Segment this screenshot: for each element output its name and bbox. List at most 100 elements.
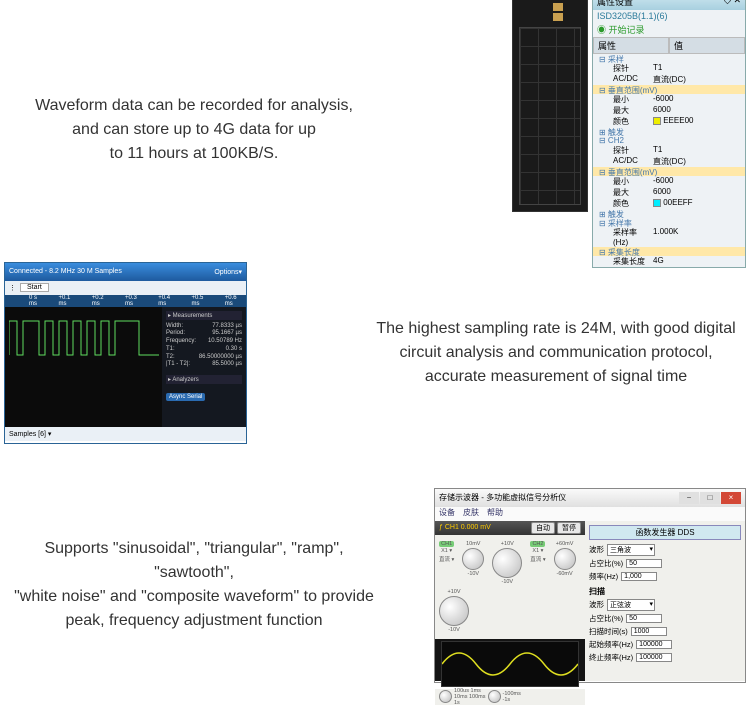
property-row[interactable]: 探针T1 [593, 145, 745, 156]
knob-max: +10V [501, 541, 514, 547]
time-knob-2[interactable] [488, 690, 501, 703]
volt-knob-4[interactable]: +10V -10V [439, 589, 469, 633]
menu-item[interactable]: 设备 [439, 507, 455, 521]
property-row[interactable]: 颜色 00EEFF [593, 198, 745, 209]
gen-title: 函数发生器 DDS [589, 525, 741, 540]
property-row[interactable]: 最小-6000 [593, 94, 745, 105]
start-button[interactable]: Start [20, 283, 49, 292]
end-freq-label: 终止频率(Hz) [589, 652, 633, 663]
volt-knob-1[interactable]: 10mV -10V [462, 541, 484, 585]
end-freq-field: 终止频率(Hz) 100000 [589, 652, 741, 663]
minimize-button[interactable]: − [679, 492, 699, 504]
freq-input[interactable]: 1,000 [621, 572, 657, 581]
waveform-display [441, 641, 579, 687]
property-group-header[interactable]: ⊞ 触发 [593, 127, 745, 136]
property-group-header[interactable]: ⊞ 触发 [593, 209, 745, 218]
property-group-header[interactable]: ⊟ 垂直范围(mV) [593, 85, 745, 94]
property-row[interactable]: 采集长度4G [593, 256, 745, 267]
ch1-toggle[interactable]: CH1 [439, 541, 454, 547]
generator-settings: 函数发生器 DDS 波形 三角波 占空比(%) 50 频率(Hz) 1,000 … [585, 521, 745, 681]
generator-description: Supports "sinusoidal", "triangular", "ra… [4, 537, 384, 633]
property-group-header[interactable]: ⊟ CH2 [593, 136, 745, 145]
volt-knob-3[interactable]: +60mV -60mV [554, 541, 576, 585]
async-serial-button[interactable]: Async Serial [166, 393, 205, 401]
analyzer-body: ▸ Measurements Width:77.8333 µsPeriod:95… [5, 307, 246, 427]
recording-description: Waveform data can be recorded for analys… [4, 94, 384, 166]
property-key: AC/DC [593, 74, 651, 85]
maximize-button[interactable]: □ [700, 492, 720, 504]
property-row[interactable]: 采样率(Hz)1.000K [593, 227, 745, 247]
ch2-toggle[interactable]: CH2 [530, 541, 545, 547]
knob-min: -60mV [556, 571, 572, 577]
start-freq-input[interactable]: 100000 [636, 640, 672, 649]
window-title: 存储示波器 - 多功能虚拟信号分析仪 [439, 492, 566, 503]
start-record-button[interactable]: ◉ 开始记录 [593, 22, 745, 37]
measurement-row: Width:77.8333 µs [166, 323, 242, 331]
property-key: 采集长度 [593, 256, 651, 267]
property-key: 最小 [593, 94, 651, 105]
property-key: 颜色 [593, 198, 651, 209]
property-group-header[interactable]: ⊟ 采样 [593, 54, 745, 63]
device-selector[interactable]: ISD3205B(1.1)(6) [593, 10, 745, 22]
panel-title-text: 属性设置 [597, 0, 633, 8]
property-key: 颜色 [593, 116, 651, 127]
sweep-time-input[interactable]: 1000 [631, 627, 667, 636]
property-key: 探针 [593, 63, 651, 74]
measurements-header[interactable]: ▸ Measurements [166, 311, 242, 320]
stop-button[interactable]: 暂停 [557, 522, 581, 534]
ruler-tick: +0.3 ms [125, 295, 146, 307]
section-generator: Supports "sinusoidal", "triangular", "ra… [0, 455, 750, 715]
coupling-label: 直流 ▾ [439, 555, 454, 563]
volt-knob-2[interactable]: +10V -10V [492, 541, 522, 585]
property-value: 1.000K [651, 227, 745, 247]
waveform-select[interactable]: 三角波 [607, 544, 655, 556]
samples-dropdown[interactable]: Samples [6] ▾ [9, 430, 51, 438]
text-line: to 11 hours at 100KB/S. [4, 142, 384, 166]
knob-min: -10V [467, 571, 479, 577]
property-value: 直流(DC) [651, 156, 745, 167]
waveform-area [5, 307, 162, 427]
property-row[interactable]: 最大6000 [593, 105, 745, 116]
scope-grid [519, 27, 581, 205]
start-freq-label: 起始频率(Hz) [589, 639, 633, 650]
property-row[interactable]: 最小-6000 [593, 176, 745, 187]
analyzer-title: Connected - 8.2 MHz 30 M Samples [9, 268, 122, 275]
generator-main: ƒ CH1 0.000 mV 自动 暂停 CH1 X1 ▾ 直流 ▾ 10mV [435, 521, 745, 681]
analyzers-header[interactable]: ▸ Analyzers [166, 375, 242, 384]
sweep-wave-select[interactable]: 正弦波 [607, 599, 655, 611]
options-menu[interactable]: Options▾ [214, 268, 242, 276]
panel-titlebar: 属性设置 ◇ ✕ [593, 0, 745, 10]
property-group-header[interactable]: ⊟ 垂直范围(mV) [593, 167, 745, 176]
property-row[interactable]: 颜色 EEEE00 [593, 116, 745, 127]
table-header: 属性 值 [593, 37, 745, 54]
menu-item[interactable]: 皮肤 [463, 507, 479, 521]
property-row[interactable]: AC/DC直流(DC) [593, 74, 745, 85]
duty-input[interactable]: 50 [626, 559, 662, 568]
property-row[interactable]: AC/DC直流(DC) [593, 156, 745, 167]
sweep-time-field: 扫描时间(s) 1000 [589, 626, 741, 637]
ruler-tick: +0.6 ms [225, 295, 246, 307]
end-freq-input[interactable]: 100000 [636, 653, 672, 662]
property-row[interactable]: 最大6000 [593, 187, 745, 198]
auto-button[interactable]: 自动 [531, 522, 555, 534]
property-value: 4G [651, 256, 745, 267]
knob-max: +10V [448, 589, 461, 595]
toolbar-dropdown[interactable]: ⋮ [9, 284, 16, 292]
property-row[interactable]: 探针T1 [593, 63, 745, 74]
menu-item[interactable]: 帮助 [487, 507, 503, 521]
time-knob[interactable] [439, 690, 452, 703]
time-scale-bar: 100us 1ms 10ms 100ms 1s -100ms -1s [435, 689, 585, 705]
menubar: 设备皮肤帮助 [435, 507, 745, 521]
close-button[interactable]: × [721, 492, 741, 504]
ch1-knob-group: CH1 X1 ▾ 直流 ▾ [439, 541, 454, 585]
sweep-duty-label: 占空比(%) [589, 613, 623, 624]
sweep-duty-input[interactable]: 50 [626, 614, 662, 623]
meas-val: 85.5000 µs [212, 361, 242, 369]
oscilloscope-preview [512, 0, 588, 212]
color-swatch-icon [653, 199, 661, 207]
property-group-header[interactable]: ⊟ 采集长度 [593, 247, 745, 256]
property-group-header[interactable]: ⊟ 采样率 [593, 218, 745, 227]
property-key: 采样率(Hz) [593, 227, 651, 247]
offset-marks: -100ms -1s [503, 691, 521, 703]
knob-max: +60mV [556, 541, 574, 547]
